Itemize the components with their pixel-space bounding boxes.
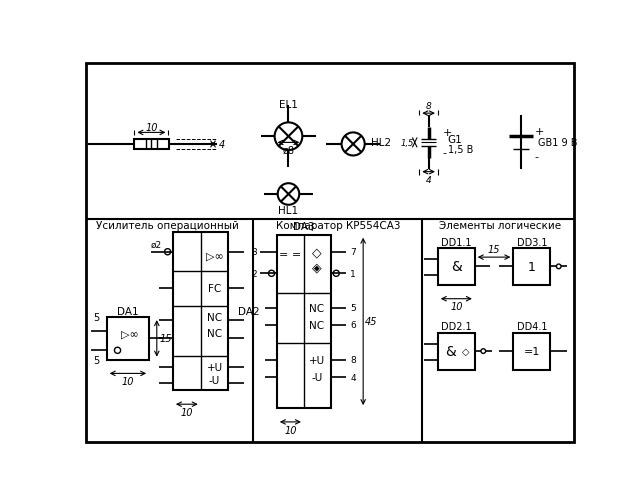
Text: +: + (535, 127, 544, 137)
Text: 7: 7 (350, 248, 356, 257)
Text: 1,5: 1,5 (401, 139, 413, 148)
Text: DA1: DA1 (117, 307, 138, 317)
Text: ø8: ø8 (283, 146, 294, 156)
Text: 4: 4 (350, 373, 355, 382)
Text: 1,5 В: 1,5 В (448, 144, 473, 154)
Text: -U: -U (209, 376, 220, 386)
Bar (135, 139, 169, 150)
Text: 3: 3 (251, 248, 257, 257)
Text: EL1: EL1 (279, 100, 298, 110)
Text: 15: 15 (160, 334, 173, 344)
Text: DD3.1: DD3.1 (516, 237, 547, 247)
Text: DA2: DA2 (238, 307, 260, 317)
Text: ▷∞: ▷∞ (205, 251, 223, 261)
Text: 10: 10 (122, 376, 134, 386)
Text: DD1.1: DD1.1 (441, 237, 471, 247)
Text: 8: 8 (350, 355, 356, 364)
Text: =1: =1 (524, 346, 540, 356)
Text: 4: 4 (219, 140, 225, 150)
Bar (107, 318, 149, 360)
Text: 4: 4 (426, 175, 431, 184)
Text: -: - (442, 148, 446, 158)
Text: -: - (535, 152, 539, 162)
Text: 5: 5 (93, 313, 99, 323)
Circle shape (269, 271, 274, 277)
Circle shape (274, 123, 302, 151)
Circle shape (556, 265, 561, 269)
Text: Компаратор КР554СА3: Компаратор КР554СА3 (276, 220, 400, 230)
Bar (513, 333, 550, 370)
Text: 5: 5 (93, 355, 99, 365)
Bar (438, 248, 475, 285)
Text: -U: -U (311, 373, 323, 382)
Text: 10: 10 (450, 302, 462, 312)
Circle shape (481, 349, 486, 354)
Text: 1: 1 (350, 269, 356, 278)
Circle shape (115, 348, 120, 354)
Text: NC: NC (309, 320, 325, 330)
Text: +: + (442, 128, 452, 138)
Text: ▷∞: ▷∞ (121, 330, 138, 340)
Text: NC: NC (207, 328, 222, 338)
Text: ◈: ◈ (312, 261, 322, 274)
Bar (438, 333, 475, 370)
Text: Усилитель операционный: Усилитель операционный (96, 220, 239, 230)
Text: 10: 10 (145, 123, 158, 133)
Text: +U: +U (207, 363, 223, 373)
Text: DD2.1: DD2.1 (441, 322, 471, 332)
Circle shape (278, 184, 299, 205)
Text: 6: 6 (350, 321, 356, 330)
Text: 1: 1 (528, 261, 536, 274)
Text: 10: 10 (284, 425, 297, 435)
Text: ◇: ◇ (312, 246, 322, 259)
Text: ◇: ◇ (462, 346, 469, 356)
Text: G1: G1 (448, 134, 462, 144)
Bar (277, 235, 331, 408)
Text: ø2: ø2 (151, 240, 162, 249)
Text: GB1 9 B: GB1 9 B (538, 138, 578, 148)
Text: 10: 10 (180, 407, 193, 417)
Text: NC: NC (207, 313, 222, 323)
Text: NC: NC (309, 303, 325, 313)
Text: 5: 5 (350, 304, 356, 313)
Bar (513, 248, 550, 285)
Text: FC: FC (208, 284, 221, 294)
Text: 2: 2 (251, 269, 257, 278)
Text: +U: +U (309, 355, 325, 365)
Bar (173, 233, 229, 391)
Text: 45: 45 (365, 317, 377, 327)
Text: &: & (445, 344, 455, 358)
Circle shape (333, 271, 339, 277)
Text: &: & (451, 260, 462, 274)
Text: Элементы логические: Элементы логические (439, 220, 562, 230)
Circle shape (341, 133, 365, 156)
Text: HL2: HL2 (371, 137, 391, 147)
Text: DD4.1: DD4.1 (516, 322, 547, 332)
Text: = =: = = (279, 249, 301, 260)
Text: DA3: DA3 (293, 221, 315, 231)
Circle shape (164, 249, 171, 256)
Text: 15: 15 (488, 245, 500, 255)
Text: HL1: HL1 (278, 206, 299, 216)
Text: 8: 8 (426, 102, 431, 111)
